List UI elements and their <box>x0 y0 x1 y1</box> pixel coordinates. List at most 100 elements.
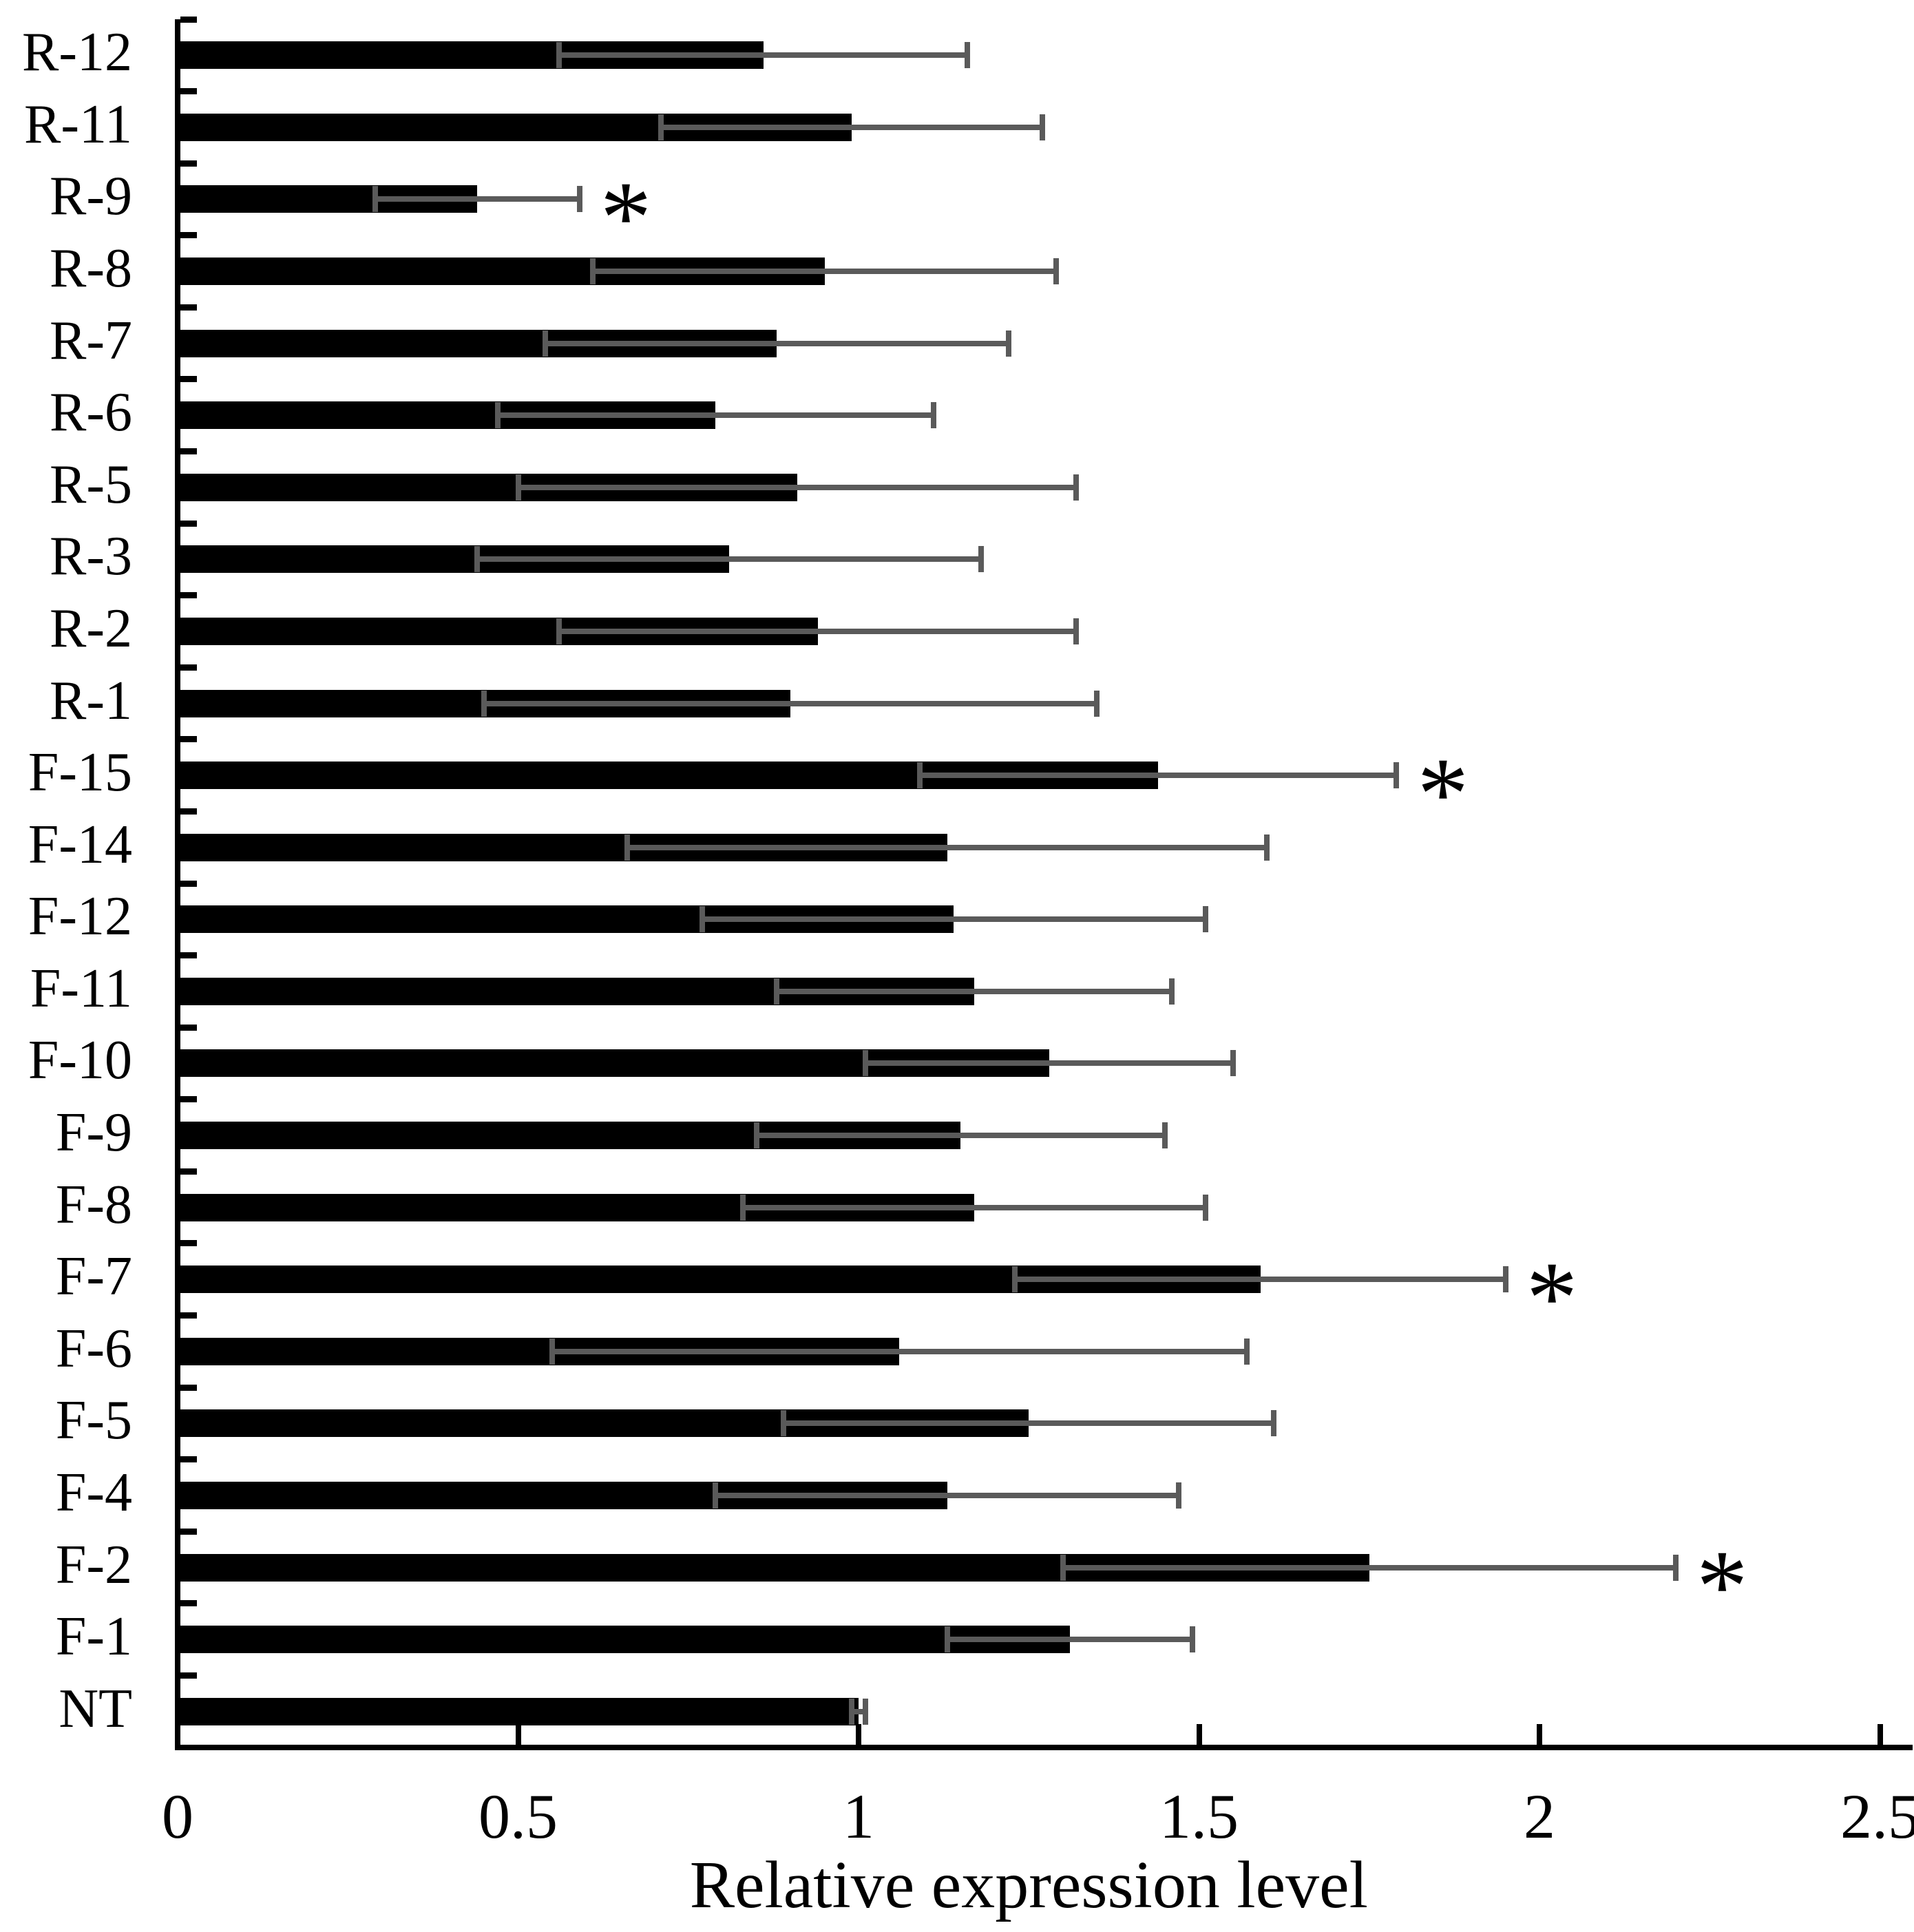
error-bar <box>947 1637 1192 1643</box>
error-bar-cap-high <box>1040 114 1046 140</box>
x-axis-tick <box>1537 1724 1542 1745</box>
x-tick-label: 2.5 <box>1840 1781 1914 1851</box>
error-bar <box>477 556 982 563</box>
y-axis-tick <box>180 1384 197 1391</box>
category-label: F-4 <box>55 1462 132 1523</box>
error-bar-cap-low <box>849 1698 855 1725</box>
error-bar <box>742 1204 1206 1210</box>
error-bar-cap-low <box>515 474 521 501</box>
error-bar <box>375 196 580 202</box>
error-bar-cap-low <box>556 42 562 69</box>
significance-asterisk: * <box>1526 1241 1578 1356</box>
x-axis-title: Relative expression level <box>689 1848 1368 1922</box>
error-bar-cap-low <box>624 834 630 861</box>
error-bar-cap-low <box>372 186 378 213</box>
error-bar <box>558 52 968 59</box>
significance-asterisk: * <box>1417 737 1469 852</box>
y-axis-tick <box>180 520 197 527</box>
x-tick-label: 1 <box>843 1781 874 1851</box>
category-label: F-11 <box>30 958 132 1019</box>
error-bar-cap-high <box>1203 906 1209 933</box>
category-label: F-6 <box>55 1318 132 1379</box>
error-bar-cap-low <box>658 114 664 140</box>
y-axis-tick <box>180 1456 197 1463</box>
x-axis-tick <box>515 1724 521 1745</box>
error-bar-cap-high <box>862 1698 868 1725</box>
y-axis-tick <box>180 88 197 95</box>
category-label: R-9 <box>50 166 132 227</box>
error-bar-cap-low <box>481 690 487 717</box>
error-bar-cap-high <box>965 42 971 69</box>
bar <box>178 1626 1070 1654</box>
error-bar-cap-low <box>739 1194 746 1221</box>
error-bar-cap-high <box>1264 834 1270 861</box>
error-bar-cap-high <box>1394 762 1400 789</box>
error-bar <box>593 269 1056 275</box>
error-bar-cap-low <box>917 762 923 789</box>
error-bar-cap-high <box>978 546 985 573</box>
x-axis-line <box>175 1745 1913 1750</box>
error-bar <box>518 484 1077 490</box>
error-bar <box>852 1708 865 1714</box>
error-bar <box>545 340 1009 346</box>
error-bar-cap-low <box>699 906 705 933</box>
error-bar-cap-low <box>543 330 549 357</box>
y-axis-tick <box>180 1528 197 1535</box>
error-bar <box>497 412 934 419</box>
category-label: NT <box>59 1678 132 1739</box>
category-label: F-12 <box>28 886 132 947</box>
y-axis-tick <box>180 952 197 959</box>
category-label: F-2 <box>55 1534 132 1595</box>
y-axis-tick <box>180 304 197 311</box>
category-label: R-6 <box>50 382 132 443</box>
error-bar <box>558 628 1077 634</box>
y-axis-tick <box>180 736 197 743</box>
error-bar-cap-low <box>1060 1554 1066 1581</box>
error-bar-cap-low <box>549 1338 555 1365</box>
x-axis-tick <box>1877 1724 1883 1745</box>
error-bar-cap-high <box>1271 1410 1277 1437</box>
error-bar-cap-low <box>590 258 596 285</box>
error-bar <box>661 124 1043 130</box>
category-label: F-8 <box>55 1174 132 1235</box>
x-tick-label: 0 <box>162 1781 193 1851</box>
y-axis-tick <box>180 232 197 239</box>
category-label: F-5 <box>55 1390 132 1451</box>
error-bar-cap-high <box>1094 690 1100 717</box>
error-bar-cap-low <box>774 978 780 1005</box>
bar <box>178 1697 859 1725</box>
x-tick-label: 1.5 <box>1159 1781 1239 1851</box>
error-bar <box>756 1133 1166 1139</box>
y-axis-tick <box>180 664 197 671</box>
y-axis-tick <box>180 1312 197 1319</box>
x-tick-label: 0.5 <box>478 1781 558 1851</box>
error-bar-cap-high <box>930 402 936 429</box>
error-bar <box>702 916 1206 923</box>
error-bar-cap-high <box>576 186 582 213</box>
error-bar <box>1015 1277 1506 1283</box>
error-bar-cap-low <box>781 1410 787 1437</box>
significance-asterisk: * <box>600 160 652 275</box>
error-bar-cap-high <box>1203 1194 1209 1221</box>
y-axis-tick <box>180 880 197 887</box>
category-label: R-11 <box>23 94 132 155</box>
significance-asterisk: * <box>1696 1529 1748 1644</box>
error-bar-cap-high <box>1672 1554 1679 1581</box>
error-bar-cap-high <box>1168 978 1175 1005</box>
error-bar <box>777 988 1172 994</box>
error-bar-cap-low <box>713 1482 719 1509</box>
y-axis-tick <box>180 1024 197 1031</box>
error-bar-cap-low <box>474 546 481 573</box>
error-bar-cap-low <box>494 402 501 429</box>
error-bar <box>1062 1564 1676 1571</box>
error-bar <box>627 844 1268 850</box>
category-label: R-8 <box>50 238 132 300</box>
category-label: R-1 <box>50 670 132 731</box>
y-axis-tick <box>180 592 197 599</box>
error-bar-cap-high <box>1175 1482 1181 1509</box>
category-label: F-14 <box>28 814 132 875</box>
error-bar-cap-low <box>862 1050 868 1077</box>
category-label: R-2 <box>50 598 132 659</box>
error-bar-cap-high <box>1230 1050 1236 1077</box>
error-bar-cap-high <box>1073 618 1080 644</box>
